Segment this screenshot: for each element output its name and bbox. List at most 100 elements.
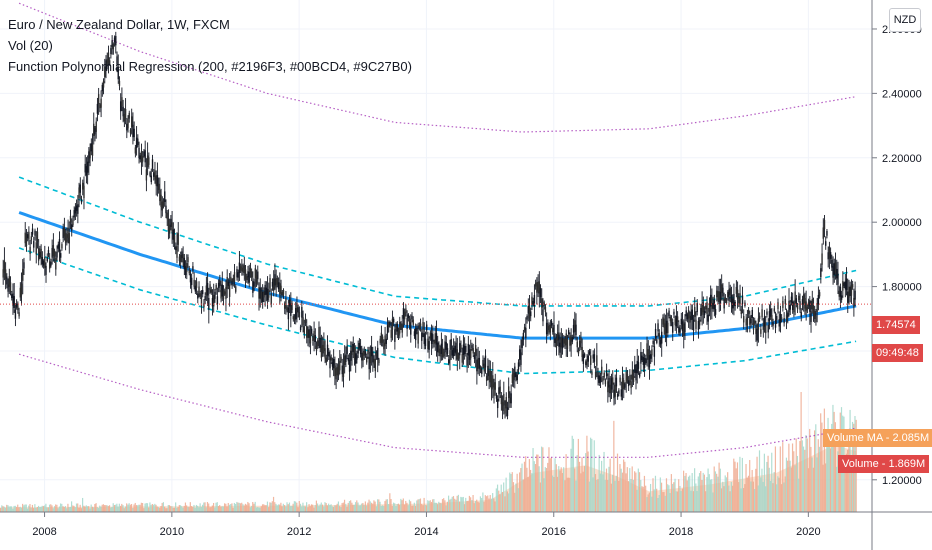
volume-bar <box>113 504 116 512</box>
volume-bar <box>119 505 122 512</box>
price-body <box>706 302 708 314</box>
price-body <box>574 320 576 332</box>
price-body <box>637 362 640 369</box>
price-body <box>66 234 68 242</box>
volume-bar <box>709 479 712 512</box>
volume-bar <box>250 506 253 512</box>
price-body <box>128 112 130 119</box>
volume-bar <box>405 500 407 512</box>
volume-bar <box>189 502 191 512</box>
volume-bar <box>7 505 9 512</box>
volume-bar <box>482 492 484 512</box>
price-body <box>625 371 627 384</box>
price-body <box>767 324 769 333</box>
price-body <box>499 386 501 394</box>
price-body <box>287 307 290 320</box>
volume-bar <box>58 506 60 512</box>
volume-bar <box>159 507 161 512</box>
price-body <box>730 294 733 304</box>
volume-bar <box>506 491 508 512</box>
volume-bar <box>0 508 2 512</box>
volume-bar <box>384 501 386 512</box>
price-body <box>799 301 801 310</box>
volume-bar <box>198 507 200 512</box>
price-body <box>64 233 67 243</box>
price-body <box>9 282 12 292</box>
volume-bar <box>673 482 675 512</box>
legend-regression[interactable]: Function Polynomial Regression (200, #21… <box>8 59 412 74</box>
volume-bar <box>329 505 331 512</box>
volume-bar <box>501 491 504 512</box>
volume-bar <box>822 464 824 512</box>
volume-bar <box>310 504 313 512</box>
volume-bar <box>193 504 195 512</box>
price-body <box>219 279 221 286</box>
price-body <box>823 219 826 230</box>
price-body <box>837 273 839 285</box>
y-tick-label: 2.20000 <box>882 153 922 165</box>
volume-bar <box>439 502 441 512</box>
volume-bar <box>368 499 370 512</box>
price-body <box>634 364 636 373</box>
volume-bar <box>632 479 635 512</box>
volume-bar <box>821 422 823 512</box>
volume-bar <box>15 506 18 512</box>
volume-bar <box>582 471 584 512</box>
price-body <box>794 291 796 304</box>
price-body <box>370 346 373 357</box>
price-body <box>590 355 592 365</box>
volume-bar <box>679 485 681 512</box>
volume-bar <box>399 504 401 512</box>
volume-bar <box>468 495 471 512</box>
volume-bar <box>564 480 566 512</box>
price-body <box>743 316 745 323</box>
price-body <box>227 281 230 286</box>
volume-bar <box>443 498 445 512</box>
price-body <box>410 322 412 335</box>
price-body <box>302 317 304 326</box>
volume-bar <box>200 506 202 512</box>
volume-bar <box>626 467 628 512</box>
volume-bar <box>293 501 295 512</box>
volume-bar <box>281 506 283 512</box>
volume-bar <box>271 501 273 512</box>
price-body <box>738 296 740 304</box>
price-body <box>17 305 19 311</box>
volume-bar <box>545 468 548 512</box>
price-body <box>94 128 96 135</box>
price-body <box>292 316 294 320</box>
price-body <box>220 289 222 299</box>
volume-bar <box>488 498 490 512</box>
price-body <box>733 293 735 306</box>
volume-bar <box>235 503 237 512</box>
volume-bar <box>603 451 605 512</box>
legend-vol[interactable]: Vol (20) <box>8 38 53 53</box>
price-body <box>11 294 13 299</box>
price-body <box>483 363 485 372</box>
volume-bar <box>707 468 709 512</box>
volume-bar <box>818 446 821 512</box>
volume-bar <box>369 501 371 512</box>
volume-bar <box>89 508 91 512</box>
price-body <box>833 263 835 275</box>
price-body <box>739 293 741 305</box>
volume-bar <box>588 481 590 512</box>
price-body <box>853 297 855 308</box>
price-body <box>772 322 774 326</box>
legend-title[interactable]: Euro / New Zealand Dollar, 1W, FXCM <box>8 17 230 32</box>
volume-bar <box>206 502 209 512</box>
price-body <box>439 348 441 357</box>
volume-bar <box>607 479 609 512</box>
price-body <box>383 342 385 350</box>
price-body <box>315 345 318 351</box>
price-body <box>717 291 719 301</box>
volume-bar <box>530 469 532 512</box>
volume-bar <box>401 500 403 512</box>
price-body <box>248 271 250 283</box>
volume-bar <box>555 464 557 512</box>
price-body <box>525 327 527 338</box>
currency-button[interactable]: NZD <box>889 8 921 32</box>
volume-bar <box>72 505 74 512</box>
volume-bar <box>556 476 559 512</box>
